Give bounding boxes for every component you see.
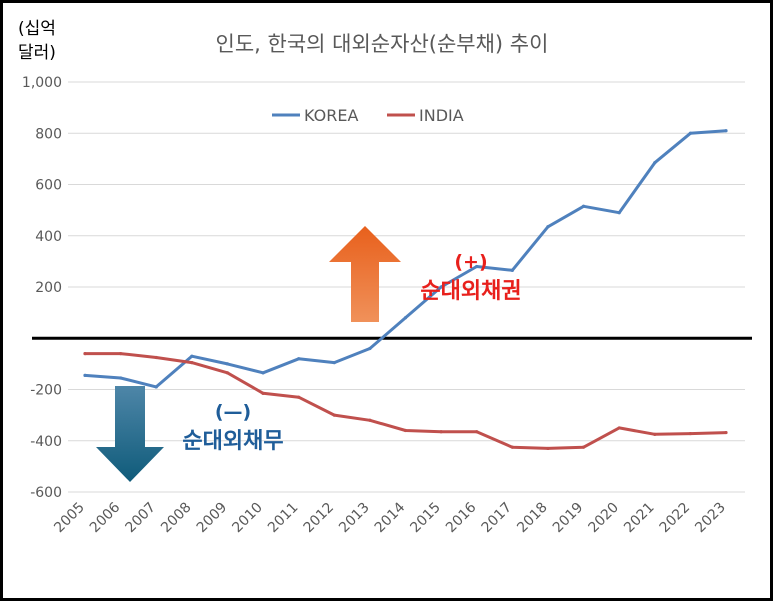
- data-point-india: [261, 391, 265, 395]
- data-point-korea: [724, 129, 728, 133]
- data-point-korea: [119, 376, 123, 380]
- annotation-down-label: 순대외채무: [182, 429, 283, 454]
- data-point-korea: [403, 316, 408, 320]
- y-tick-label: 600: [35, 178, 62, 194]
- data-point-india: [154, 355, 158, 360]
- data-point-india: [617, 426, 621, 430]
- data-point-korea: [439, 285, 443, 289]
- x-tick-label: 2013: [336, 500, 373, 537]
- data-point-india: [439, 430, 443, 434]
- legend: KOREA INDIA: [272, 106, 464, 125]
- x-tick-label: 2012: [301, 500, 338, 537]
- x-tick-label: 2008: [158, 500, 195, 537]
- data-point-india: [688, 431, 692, 436]
- x-tick-label: 2010: [229, 500, 266, 537]
- data-point-korea: [653, 161, 657, 165]
- data-point-korea: [475, 264, 479, 269]
- x-tick-label: 2023: [692, 500, 729, 537]
- data-point-korea: [190, 354, 194, 358]
- data-point-korea: [83, 373, 87, 378]
- data-point-india: [403, 428, 408, 433]
- up-arrow-icon: [329, 226, 401, 322]
- data-point-india: [332, 413, 336, 417]
- x-tick-label: 2020: [585, 500, 622, 537]
- down-arrow-icon: [96, 386, 164, 482]
- data-point-korea: [510, 268, 514, 272]
- y-tick-label: -200: [30, 383, 62, 399]
- annotation-down-sign: (—): [215, 401, 251, 423]
- data-point-korea: [154, 385, 158, 389]
- x-tick-label: 2009: [194, 500, 231, 537]
- x-tick-label: 2015: [407, 500, 444, 537]
- data-point-korea: [225, 362, 230, 366]
- data-point-india: [190, 360, 194, 365]
- x-tick-label: 2022: [657, 500, 694, 537]
- data-point-india: [368, 418, 372, 422]
- data-point-korea: [546, 225, 550, 229]
- x-tick-label: 2021: [621, 500, 658, 537]
- x-tick-label: 2006: [87, 499, 124, 536]
- data-point-korea: [581, 204, 586, 208]
- annotation-up-label: 순대외채권: [420, 279, 521, 304]
- data-point-india: [724, 430, 728, 435]
- x-tick-label: 2019: [550, 500, 587, 537]
- data-point-india: [119, 352, 123, 356]
- data-point-korea: [261, 371, 265, 375]
- y-tick-label: 200: [35, 280, 62, 296]
- x-tick-label: 2018: [514, 500, 551, 537]
- data-point-india: [297, 395, 301, 399]
- data-point-india: [225, 371, 230, 375]
- data-point-india: [510, 445, 514, 449]
- data-point-korea: [368, 346, 372, 351]
- x-tick-label: 2014: [372, 499, 409, 536]
- data-point-india: [83, 352, 87, 356]
- chart-title: 인도, 한국의 대외순자산(순부채) 추이: [216, 32, 549, 56]
- x-tick-label: 2011: [265, 500, 302, 537]
- x-tick-label: 2016: [443, 499, 480, 536]
- data-point-india: [653, 432, 657, 436]
- y-unit-line2: 달러): [18, 43, 56, 63]
- annotation-up-sign: (+): [454, 251, 487, 273]
- x-tick-label: 2007: [123, 500, 160, 537]
- y-tick-label: -600: [30, 485, 62, 501]
- data-point-india: [546, 446, 550, 451]
- y-tick-label: 800: [35, 126, 62, 142]
- y-tick-label: -400: [30, 434, 62, 450]
- data-point-korea: [688, 131, 692, 135]
- series-line-korea: [83, 129, 728, 389]
- series-line-india: [83, 352, 728, 450]
- data-point-korea: [297, 357, 301, 361]
- data-point-korea: [332, 360, 336, 365]
- legend-label-korea: KOREA: [304, 106, 358, 125]
- y-unit-line1: (십억: [18, 19, 56, 39]
- y-tick-label: 1,000: [22, 75, 62, 91]
- data-point-india: [475, 430, 479, 434]
- data-point-korea: [617, 211, 621, 215]
- x-tick-label: 2005: [51, 500, 88, 537]
- y-tick-label: 400: [35, 229, 62, 245]
- legend-label-india: INDIA: [419, 106, 464, 125]
- data-point-india: [581, 445, 586, 449]
- x-tick-label: 2017: [479, 500, 516, 537]
